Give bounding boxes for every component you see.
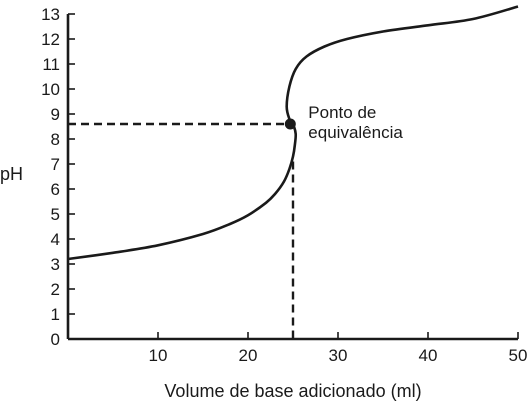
y-tick-label: 5 xyxy=(51,205,60,224)
y-tick-label: 13 xyxy=(41,5,60,24)
y-tick-label: 7 xyxy=(51,155,60,174)
y-tick-label: 12 xyxy=(41,30,60,49)
x-tick-label: 10 xyxy=(149,346,168,365)
annotation-line-1: Ponto de xyxy=(308,103,376,122)
x-tick-label: 30 xyxy=(329,346,348,365)
equivalence-point-annotation: Ponto de equivalência xyxy=(308,103,403,142)
annotation-line-2: equivalência xyxy=(308,123,403,142)
y-tick-label: 1 xyxy=(51,305,60,324)
y-tick-label: 0 xyxy=(51,330,60,349)
y-tick-label: 6 xyxy=(51,180,60,199)
x-tick-label: 40 xyxy=(419,346,438,365)
y-tick-label: 9 xyxy=(51,105,60,124)
y-tick-label: 2 xyxy=(51,280,60,299)
y-tick-label: 3 xyxy=(51,255,60,274)
titration-curve xyxy=(67,5,519,261)
x-axis-title: Volume de base adicionado (ml) xyxy=(164,381,421,401)
x-tick-label: 20 xyxy=(239,346,258,365)
x-tick-label: 50 xyxy=(509,346,528,365)
y-axis-title: pH xyxy=(0,164,23,184)
y-tick-label: 11 xyxy=(42,55,60,74)
y-tick-label: 10 xyxy=(41,80,60,99)
x-axis-ticks: 10 20 30 40 50 xyxy=(149,332,528,365)
y-tick-label: 4 xyxy=(51,230,60,249)
y-tick-label: 8 xyxy=(51,130,60,149)
equivalence-point-marker xyxy=(284,118,296,130)
